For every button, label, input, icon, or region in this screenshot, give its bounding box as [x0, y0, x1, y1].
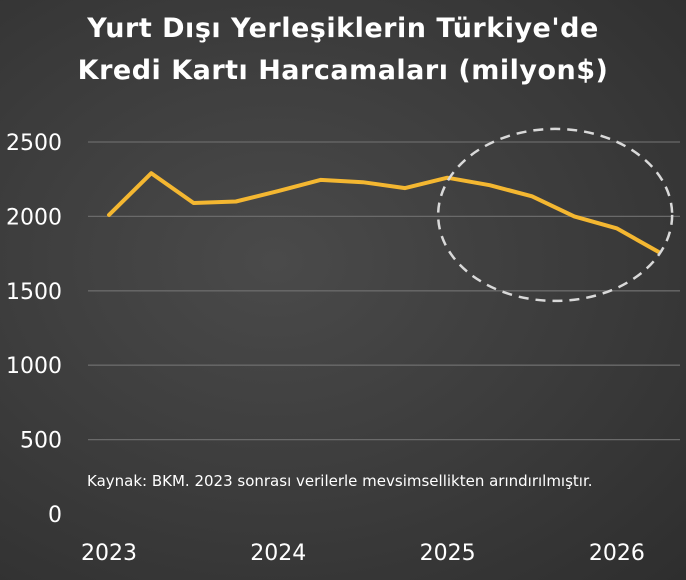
y-axis-ticks: 2500 2000 1500 1000 500 0: [6, 131, 62, 528]
x-axis-ticks: 2023 2024 2025 2026: [81, 541, 645, 566]
y-tick-label: 2000: [6, 205, 62, 230]
y-tick-label: 0: [48, 503, 62, 528]
x-tick-label: 2024: [250, 541, 306, 566]
y-tick-label: 500: [20, 429, 62, 454]
x-tick-label: 2026: [589, 541, 645, 566]
chart-title-line-2: Kredi Kartı Harcamaları (milyon$): [77, 55, 609, 86]
source-note: Kaynak: BKM. 2023 sonrası verilerle mevs…: [87, 472, 593, 490]
series-line: [107, 171, 661, 255]
annotation-layer: Kaynak: BKM. 2023 sonrası verilerle mevs…: [87, 127, 674, 490]
chart-title-line-1: Yurt Dışı Yerleşiklerin Türkiye'de: [87, 13, 599, 44]
chart-title: Yurt Dışı Yerleşiklerin Türkiye'de Kredi…: [0, 8, 686, 92]
y-tick-label: 1500: [6, 280, 62, 305]
y-tick-label: 1000: [6, 354, 62, 379]
series-layer: [107, 171, 661, 255]
x-tick-label: 2025: [420, 541, 476, 566]
highlight-ellipse: [436, 127, 674, 303]
y-tick-label: 2500: [6, 131, 62, 156]
x-tick-label: 2023: [81, 541, 137, 566]
